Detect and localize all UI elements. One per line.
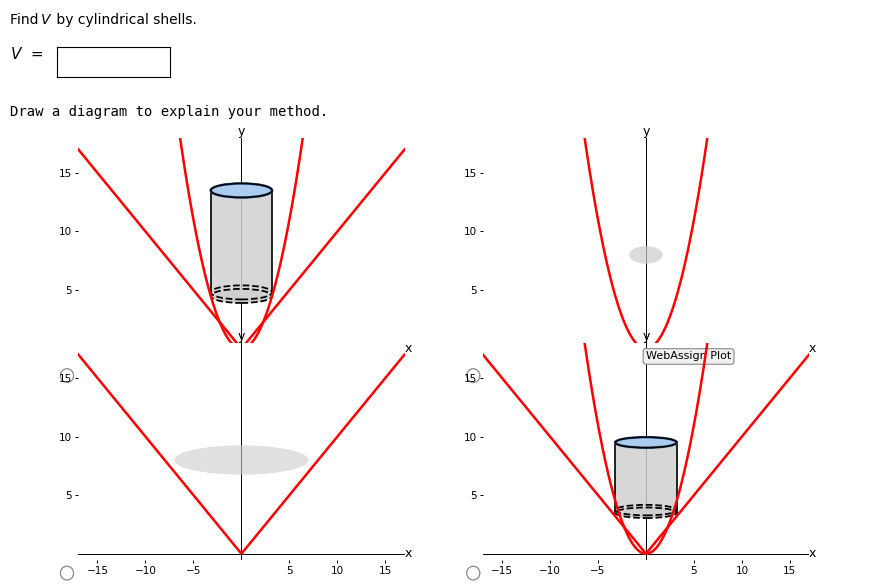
Text: WebAssign Plot: WebAssign Plot [645,352,730,362]
Ellipse shape [210,289,272,303]
Text: x: x [808,547,815,560]
Text: y: y [641,330,649,343]
Ellipse shape [210,183,272,197]
Text: x: x [404,342,411,355]
Ellipse shape [628,246,662,264]
Circle shape [60,566,74,580]
Ellipse shape [614,437,676,448]
Text: Draw a diagram to explain your method.: Draw a diagram to explain your method. [10,105,328,120]
Text: x: x [404,547,411,560]
Ellipse shape [614,507,676,518]
Text: y: y [237,330,245,343]
Polygon shape [210,190,272,296]
Polygon shape [614,442,676,513]
Text: V: V [41,13,50,27]
Text: Find: Find [10,13,43,27]
Text: x: x [808,342,815,355]
Text: =: = [26,47,43,62]
Circle shape [466,369,480,383]
Text: V: V [10,47,21,62]
Circle shape [466,566,480,580]
Text: by cylindrical shells.: by cylindrical shells. [52,13,197,27]
Text: y: y [641,125,649,138]
Text: y: y [237,125,245,138]
Circle shape [60,369,74,383]
Ellipse shape [174,445,308,475]
